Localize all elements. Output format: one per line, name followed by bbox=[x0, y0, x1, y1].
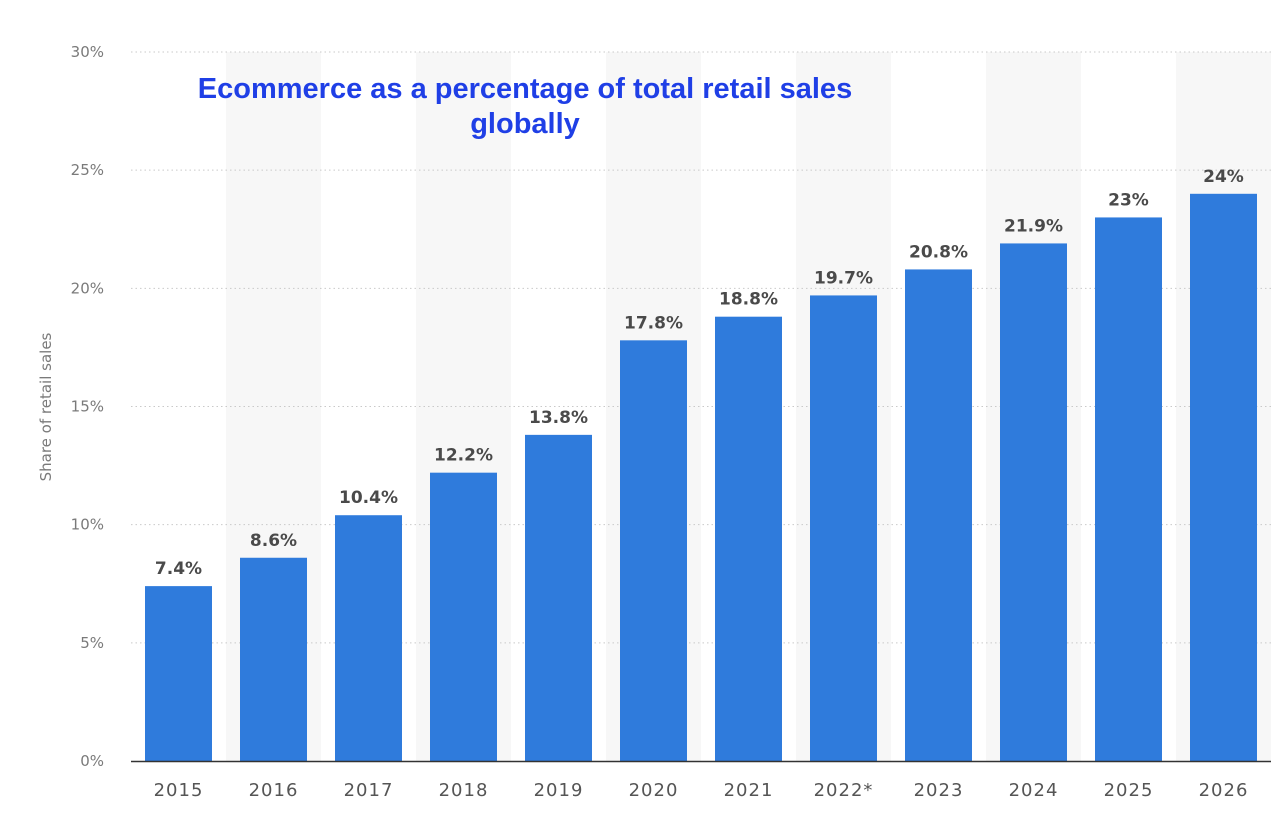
data-label: 18.8% bbox=[719, 290, 778, 310]
data-label: 23% bbox=[1108, 190, 1149, 210]
y-tick-label: 10% bbox=[71, 516, 104, 534]
bar bbox=[715, 316, 782, 761]
data-label: 13.8% bbox=[529, 408, 588, 428]
x-tick-label: 2024 bbox=[1009, 780, 1059, 801]
x-tick-label: 2016 bbox=[249, 780, 299, 801]
x-tick-label: 2023 bbox=[914, 780, 964, 801]
data-label: 7.4% bbox=[155, 559, 202, 579]
bar bbox=[1095, 217, 1162, 761]
data-label: 8.6% bbox=[250, 531, 297, 551]
y-tick-label: 5% bbox=[80, 634, 104, 652]
x-tick-label: 2025 bbox=[1104, 780, 1154, 801]
x-tick-label: 2022* bbox=[814, 780, 874, 801]
data-label: 21.9% bbox=[1004, 216, 1063, 236]
bar bbox=[240, 557, 307, 761]
y-tick-label: 20% bbox=[71, 279, 104, 297]
bar bbox=[335, 515, 402, 761]
bar bbox=[1000, 243, 1067, 761]
data-label: 17.8% bbox=[624, 313, 683, 333]
bar bbox=[525, 434, 592, 761]
bar bbox=[1190, 193, 1257, 762]
chart-title: Ecommerce as a percentage of total retai… bbox=[197, 73, 853, 140]
data-label: 24% bbox=[1203, 167, 1244, 187]
x-tick-label: 2026 bbox=[1199, 780, 1249, 801]
bar bbox=[145, 586, 212, 761]
data-label: 10.4% bbox=[339, 488, 398, 508]
x-tick-label: 2015 bbox=[154, 780, 204, 801]
bar bbox=[905, 269, 972, 761]
x-tick-label: 2017 bbox=[344, 780, 394, 801]
data-label: 20.8% bbox=[909, 242, 968, 262]
y-tick-label: 30% bbox=[71, 43, 104, 61]
y-axis-label: Share of retail sales bbox=[37, 332, 55, 482]
y-tick-label: 0% bbox=[80, 752, 104, 770]
bar bbox=[810, 295, 877, 761]
bar bbox=[620, 340, 687, 761]
x-tick-label: 2021 bbox=[724, 780, 774, 801]
y-tick-label: 25% bbox=[71, 161, 104, 179]
y-tick-label: 15% bbox=[71, 398, 104, 416]
x-tick-label: 2020 bbox=[629, 780, 679, 801]
bar bbox=[430, 472, 497, 761]
data-label: 19.7% bbox=[814, 268, 873, 288]
x-tick-label: 2018 bbox=[439, 780, 489, 801]
data-label: 12.2% bbox=[434, 446, 493, 466]
x-tick-label: 2019 bbox=[534, 780, 584, 801]
